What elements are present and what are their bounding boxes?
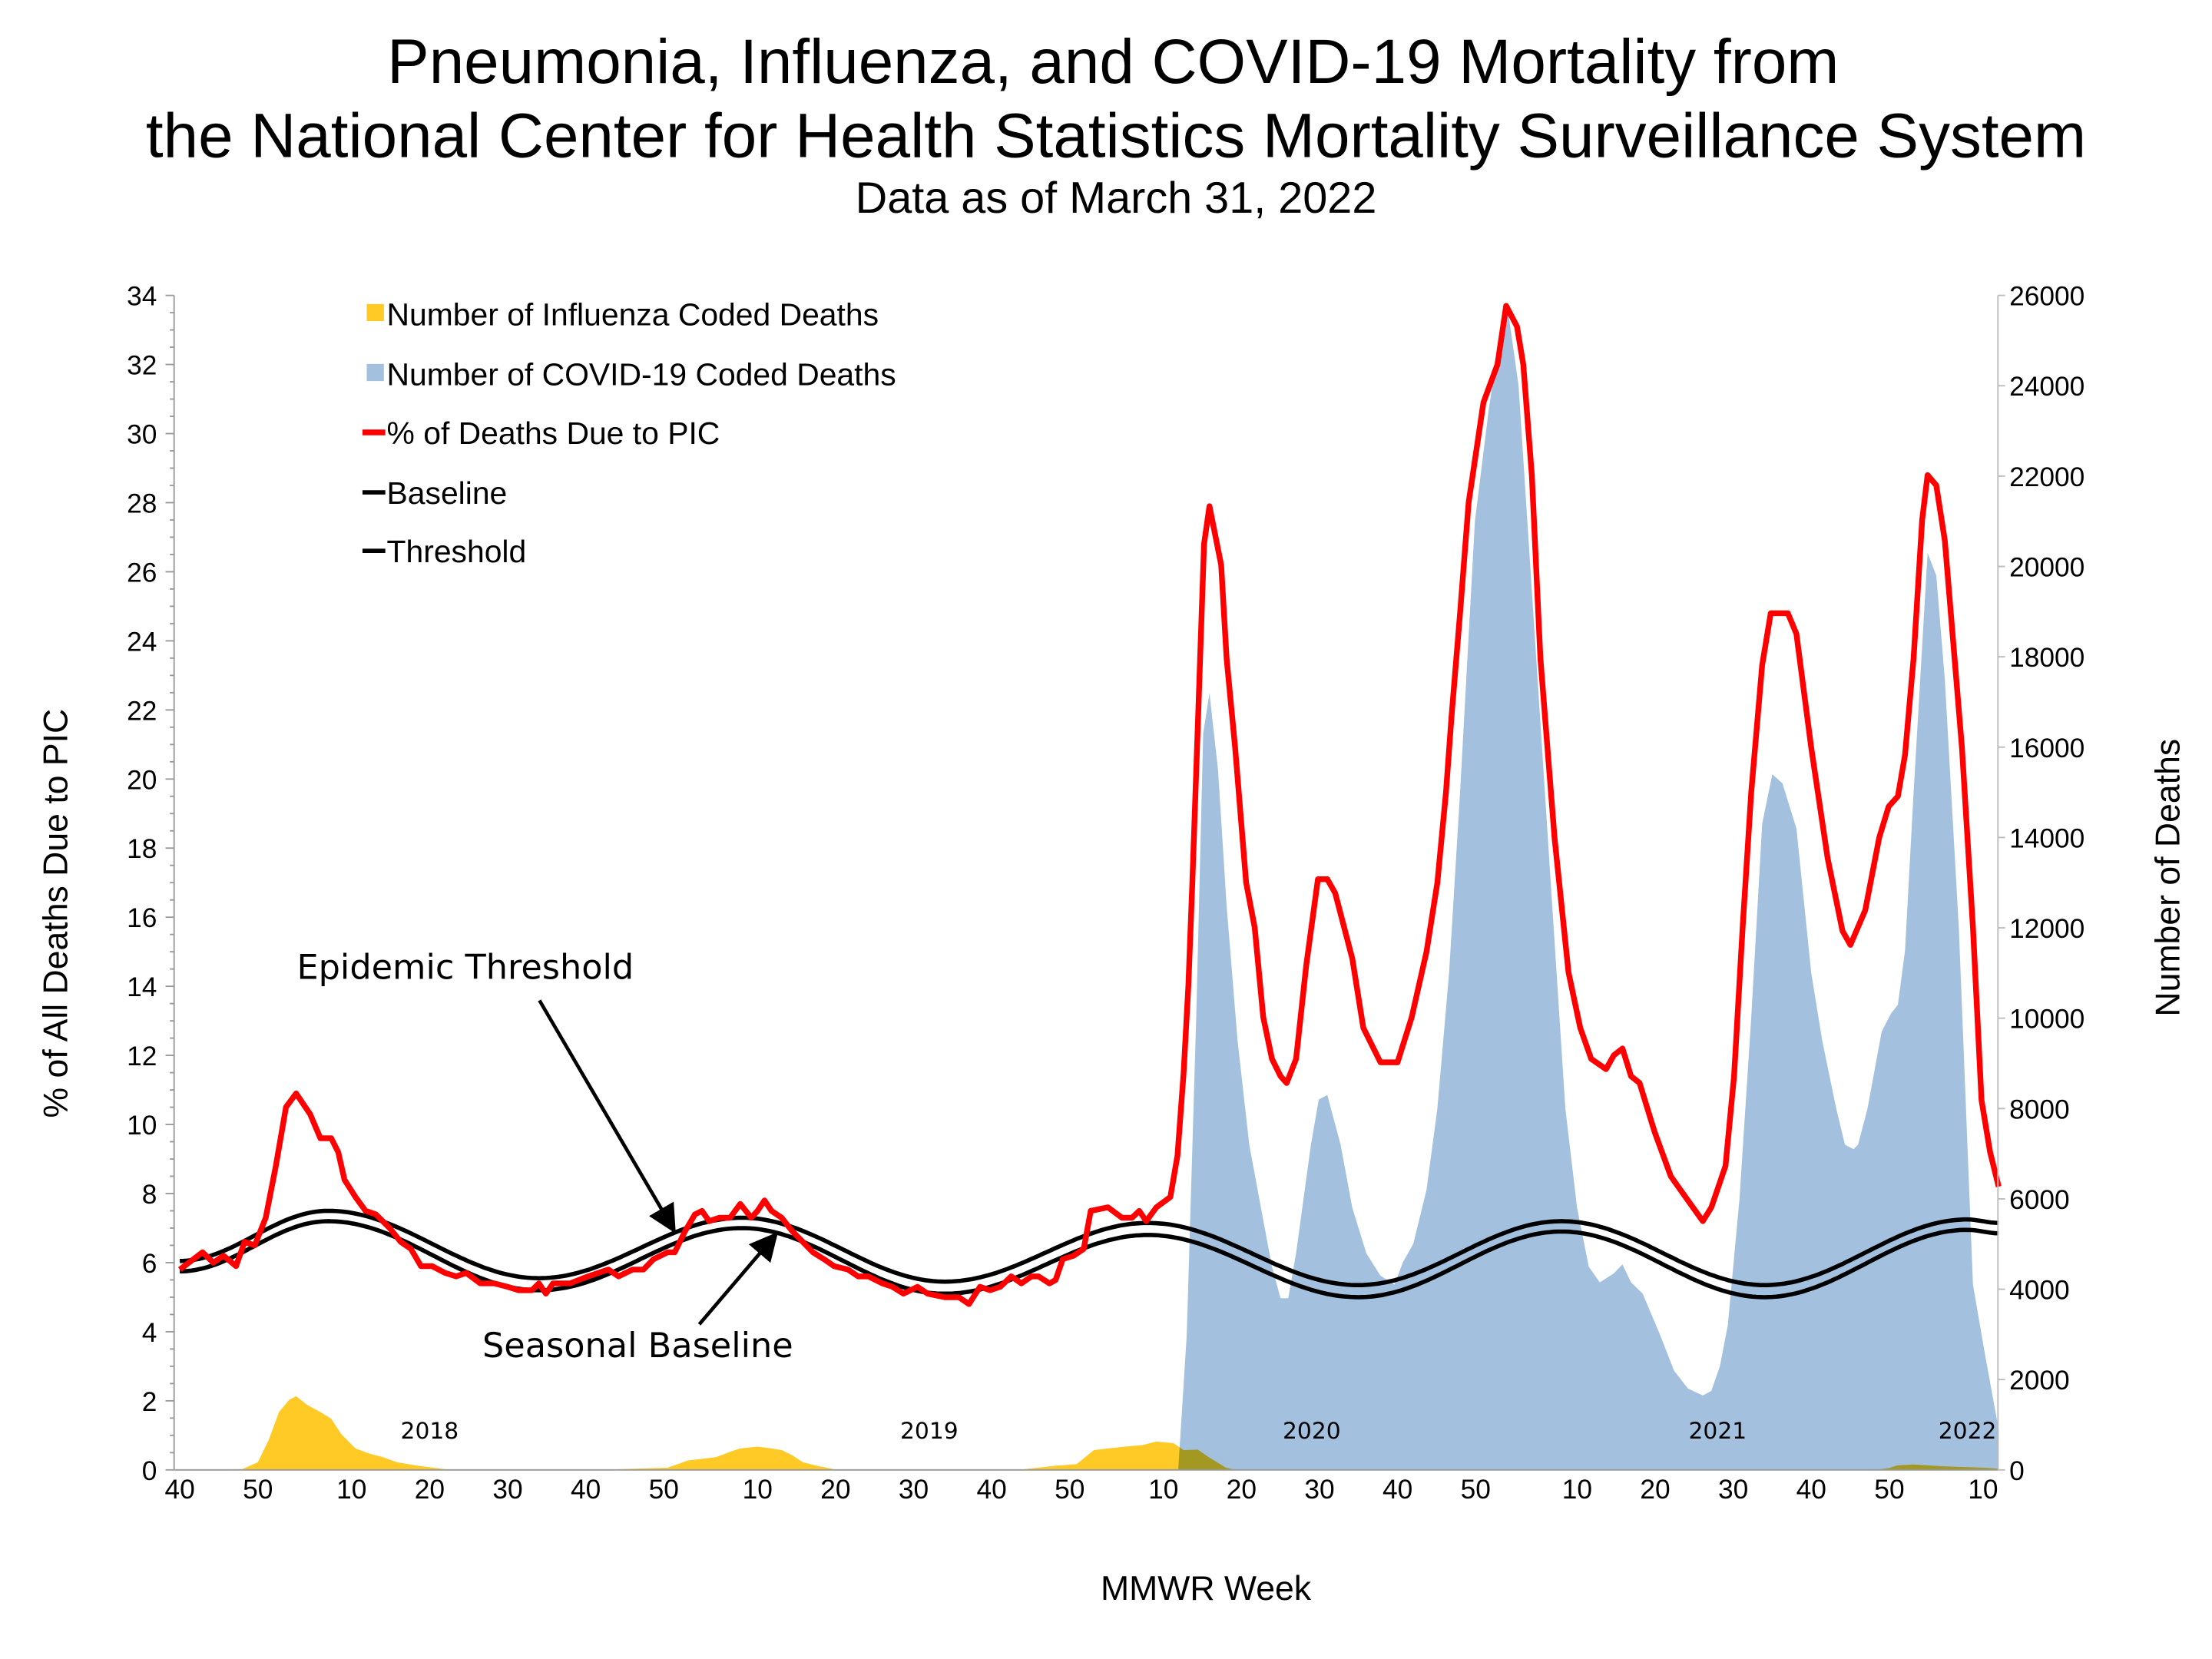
legend-label-covid: Number of COVID-19 Coded Deaths <box>387 357 896 392</box>
y-left-tick-label: 2 <box>142 1387 157 1417</box>
x-tick-label: 20 <box>1640 1475 1670 1505</box>
y-left-tick-label: 4 <box>142 1318 157 1348</box>
axes: 0246810121416182022242628303234020004000… <box>127 282 2085 1505</box>
x-tick-label: 10 <box>336 1475 366 1505</box>
x-tick-label: 50 <box>1461 1475 1491 1505</box>
y-right-tick-label: 6000 <box>2009 1185 2070 1215</box>
legend-swatch-covid <box>366 363 384 382</box>
y-left-tick-label: 30 <box>127 420 157 450</box>
y-right-tick-label: 16000 <box>2009 733 2085 763</box>
x-tick-label: 30 <box>1304 1475 1334 1505</box>
legend-label-threshold: Threshold <box>387 534 527 569</box>
legend-swatch-influenza <box>366 303 384 322</box>
arrow-seasonal-baseline <box>697 1231 779 1326</box>
y-left-tick-label: 22 <box>127 696 157 726</box>
x-axis-label: MMWR Week <box>1101 1570 1312 1608</box>
y-left-tick-label: 28 <box>127 488 157 518</box>
x-tick-label: 10 <box>743 1475 773 1505</box>
x-tick-label: 10 <box>1968 1475 1998 1505</box>
y-right-tick-label: 0 <box>2009 1456 2025 1486</box>
y-left-tick-label: 0 <box>142 1456 157 1486</box>
y-right-tick-label: 12000 <box>2009 914 2085 944</box>
x-tick-label: 50 <box>1055 1475 1084 1505</box>
y-left-tick-label: 10 <box>127 1111 157 1141</box>
year-label: 2022 <box>1939 1418 1997 1445</box>
y-left-tick-label: 6 <box>142 1249 157 1279</box>
arrow-epidemic-threshold <box>538 999 676 1233</box>
x-tick-label: 20 <box>1227 1475 1257 1505</box>
chart-title-line2: the National Center for Health Statistic… <box>146 101 2086 171</box>
y-left-tick-label: 20 <box>127 765 157 795</box>
x-tick-label: 50 <box>649 1475 679 1505</box>
x-tick-label: 30 <box>899 1475 929 1505</box>
legend-label-pic: % of Deaths Due to PIC <box>387 416 720 451</box>
annotation-epidemic-threshold: Epidemic Threshold <box>296 948 634 988</box>
y-axis-left-label: % of All Deaths Due to PIC <box>37 709 75 1118</box>
influenza-deaths-area <box>180 1396 1999 1470</box>
y-left-tick-label: 32 <box>127 351 157 381</box>
x-tick-label: 50 <box>243 1475 273 1505</box>
y-left-tick-label: 12 <box>127 1041 157 1071</box>
year-label: 2021 <box>1689 1418 1747 1445</box>
y-left-tick-label: 18 <box>127 834 157 864</box>
legend-label-influenza: Number of Influenza Coded Deaths <box>387 297 879 333</box>
y-left-tick-label: 8 <box>142 1180 157 1210</box>
y-right-tick-label: 2000 <box>2009 1366 2070 1396</box>
y-left-tick-label: 14 <box>127 972 157 1002</box>
x-tick-label: 40 <box>164 1475 194 1505</box>
x-tick-label: 40 <box>1382 1475 1412 1505</box>
chart-subtitle: Data as of March 31, 2022 <box>856 174 1377 223</box>
y-left-tick-label: 26 <box>127 558 157 588</box>
y-right-tick-label: 10000 <box>2009 1005 2085 1035</box>
x-tick-label: 50 <box>1874 1475 1904 1505</box>
y-right-tick-label: 20000 <box>2009 553 2085 583</box>
baseline-line <box>180 1219 1999 1300</box>
y-left-tick-label: 16 <box>127 903 157 933</box>
y-right-tick-label: 24000 <box>2009 372 2085 402</box>
y-right-tick-label: 22000 <box>2009 462 2085 492</box>
y-right-tick-label: 8000 <box>2009 1094 2070 1124</box>
x-tick-label: 10 <box>1562 1475 1592 1505</box>
legend-label-baseline: Baseline <box>387 475 508 511</box>
legend: Number of Influenza Coded Deaths Number … <box>362 297 896 569</box>
y-right-tick-label: 26000 <box>2009 282 2085 312</box>
area-layer <box>180 313 1999 1470</box>
y-right-tick-label: 18000 <box>2009 643 2085 673</box>
x-tick-label: 20 <box>415 1475 445 1505</box>
annotation-seasonal-baseline: Seasonal Baseline <box>482 1326 793 1366</box>
line-layer <box>177 303 2002 1307</box>
x-tick-label: 20 <box>820 1475 850 1505</box>
covid-deaths-area <box>1178 313 1999 1470</box>
x-tick-label: 30 <box>1718 1475 1748 1505</box>
x-tick-label: 40 <box>1796 1475 1826 1505</box>
y-left-tick-label: 24 <box>127 627 157 657</box>
year-label: 2018 <box>401 1418 459 1445</box>
chart-title-line1: Pneumonia, Influenza, and COVID-19 Morta… <box>387 27 1839 97</box>
y-right-tick-label: 14000 <box>2009 823 2085 853</box>
x-tick-label: 30 <box>492 1475 522 1505</box>
x-tick-label: 40 <box>571 1475 601 1505</box>
y-right-tick-label: 4000 <box>2009 1276 2070 1306</box>
pic-percent-line <box>177 303 2002 1307</box>
y-left-tick-label: 34 <box>127 282 157 312</box>
y-axis-right-label: Number of Deaths <box>2149 739 2187 1017</box>
year-label: 2019 <box>900 1418 959 1445</box>
x-tick-label: 40 <box>976 1475 1006 1505</box>
year-label: 2020 <box>1283 1418 1341 1445</box>
x-tick-label: 10 <box>1148 1475 1178 1505</box>
